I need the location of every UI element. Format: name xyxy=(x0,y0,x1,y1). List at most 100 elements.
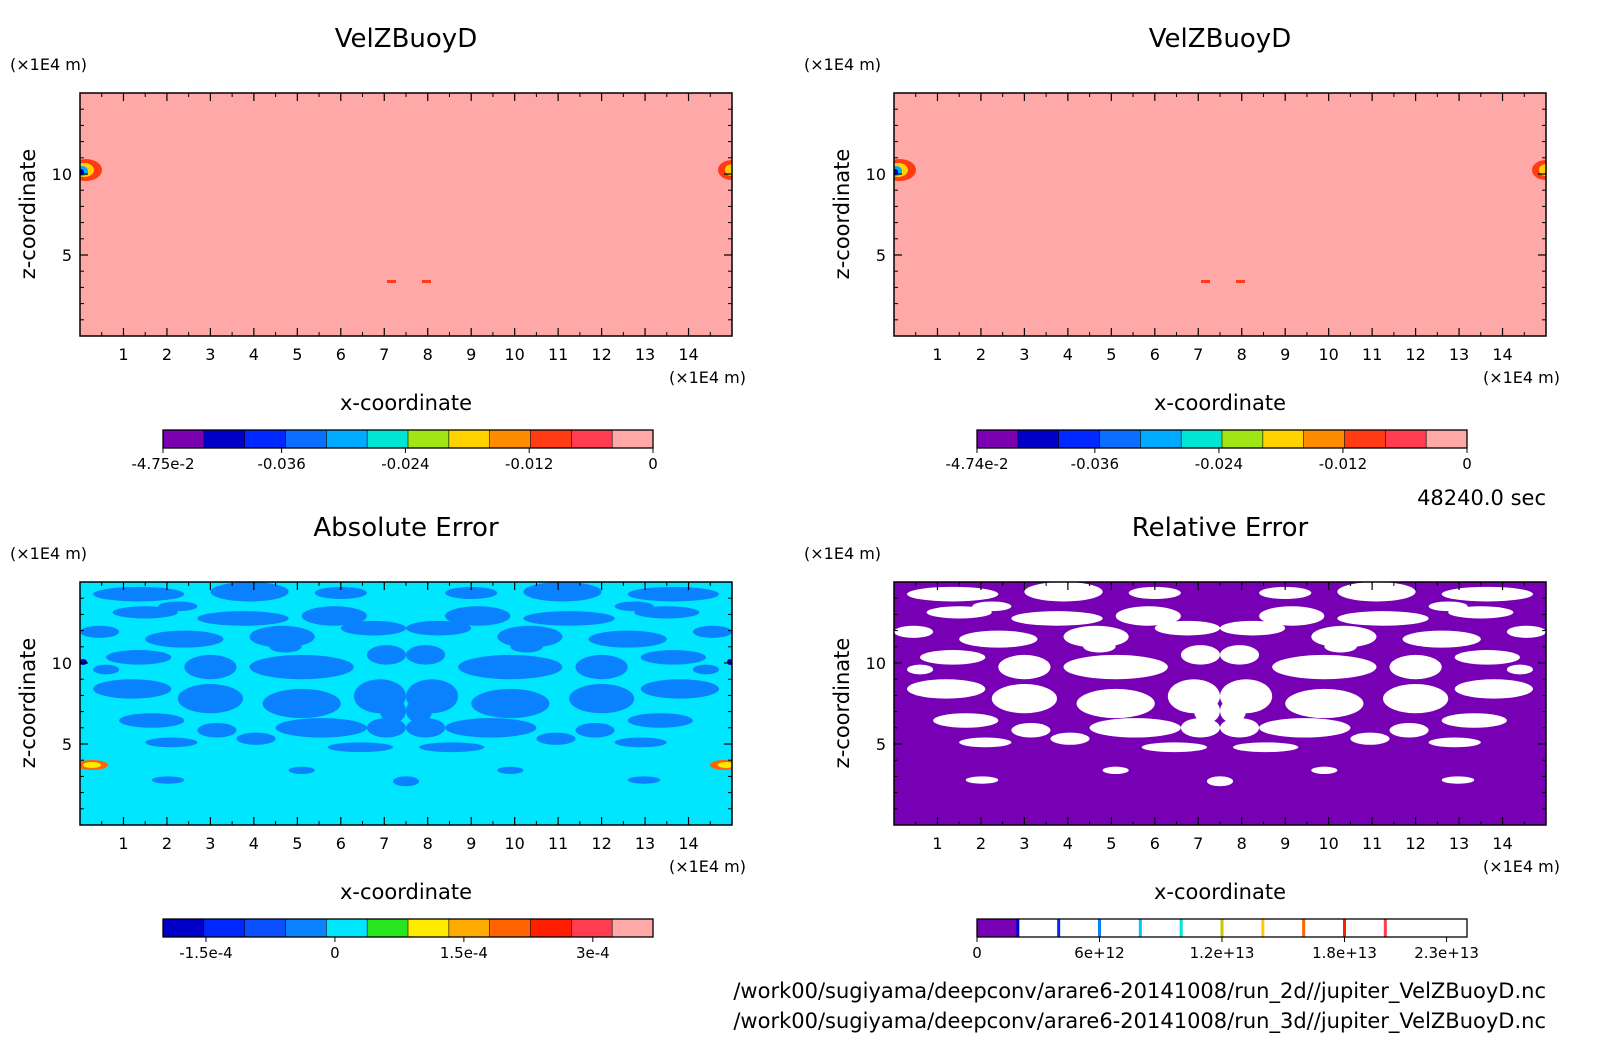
x-tick-label: 13 xyxy=(635,345,655,364)
error-region xyxy=(1428,737,1481,748)
error-region xyxy=(406,645,446,665)
colorbar-tick-label: 1.5e-4 xyxy=(440,944,488,962)
colorbar-tick-label: 0 xyxy=(972,944,982,962)
x-tick-label: 5 xyxy=(1106,345,1116,364)
error-region xyxy=(1441,586,1533,602)
colorbar-swatch xyxy=(1303,430,1345,448)
x-tick-label: 8 xyxy=(1237,345,1247,364)
error-region xyxy=(1076,688,1155,719)
panel-title: VelZBuoyD xyxy=(1149,24,1291,54)
x-tick-label: 11 xyxy=(548,345,568,364)
error-region xyxy=(1089,718,1181,738)
colorbar: -4.75e-2 -0.036 -0.024 -0.012 0 xyxy=(132,429,658,473)
colorbar-tick-label: 3e-4 xyxy=(576,944,610,962)
x-axis-unit: (×1E4 m) xyxy=(669,368,746,387)
error-region xyxy=(1311,766,1338,774)
plume-left xyxy=(894,159,916,181)
colorbar: -4.74e-2 -0.036 -0.024 -0.012 0 xyxy=(946,429,1472,473)
edge-feature-left xyxy=(80,659,108,770)
error-region xyxy=(314,586,367,600)
error-region xyxy=(1448,606,1514,619)
colorbar-swatch xyxy=(489,919,531,937)
error-region xyxy=(1115,606,1181,626)
error-region xyxy=(288,766,315,774)
colorbar-swatch xyxy=(1344,430,1386,448)
x-tick-label: 4 xyxy=(1063,345,1073,364)
error-region xyxy=(1063,625,1129,648)
colorbar-level-line xyxy=(1057,919,1061,937)
error-region xyxy=(1180,645,1220,665)
feature-mark xyxy=(387,280,396,283)
colorbar-tick-label: 0 xyxy=(1462,455,1472,473)
x-tick-label: 12 xyxy=(591,345,611,364)
error-region xyxy=(1272,654,1377,680)
error-region xyxy=(536,732,576,745)
error-region xyxy=(1193,698,1220,723)
error-region xyxy=(907,679,986,699)
x-tick-label: 13 xyxy=(1449,834,1469,853)
error-region xyxy=(933,713,999,728)
y-axis-unit: (×1E4 m) xyxy=(804,544,881,563)
error-region xyxy=(197,722,237,738)
error-region xyxy=(93,586,185,602)
plume-right xyxy=(718,160,732,180)
error-region xyxy=(523,611,615,626)
plot-area xyxy=(80,93,732,336)
x-tick-label: 5 xyxy=(1106,834,1116,853)
colorbar-swatch xyxy=(612,919,654,937)
error-region xyxy=(926,606,992,619)
error-region xyxy=(366,718,406,738)
x-tick-label: 11 xyxy=(548,834,568,853)
colorbar-swatch xyxy=(1222,919,1264,937)
error-region xyxy=(692,664,719,675)
colorbar-swatch xyxy=(163,430,205,448)
x-tick-label: 11 xyxy=(1362,834,1382,853)
error-region xyxy=(1220,698,1247,723)
colorbar-swatch xyxy=(203,430,246,448)
x-tick-label: 9 xyxy=(466,345,476,364)
error-region xyxy=(497,766,524,774)
feature-mark xyxy=(1236,280,1245,283)
error-region xyxy=(1083,640,1116,653)
error-region xyxy=(1337,582,1416,602)
colorbar-swatch xyxy=(1385,919,1427,937)
error-region xyxy=(236,732,276,745)
colorbar-swatch xyxy=(163,919,205,937)
colorbar-tick-label: 0 xyxy=(648,455,658,473)
y-tick-label: 10 xyxy=(866,654,886,673)
panel-velzbuoyd-2d: VelZBuoyD (×1E4 m) 1 2 3 4 5 6 7 8 9 10 11 12 13 1451… xyxy=(10,24,746,473)
colorbar-swatch xyxy=(1303,919,1345,937)
error-patches xyxy=(894,582,1546,787)
x-tick-label: 6 xyxy=(336,345,346,364)
error-region xyxy=(1259,606,1325,626)
error-region xyxy=(210,582,289,602)
y-tick-label: 5 xyxy=(62,735,72,754)
x-tick-label: 12 xyxy=(1405,834,1425,853)
colorbar-swatch xyxy=(1140,430,1182,448)
error-region xyxy=(1141,742,1207,753)
colorbar-swatch xyxy=(203,919,246,937)
error-region xyxy=(627,776,661,784)
x-tick-label: 1 xyxy=(118,345,128,364)
x-tick-label: 3 xyxy=(1019,834,1029,853)
error-region xyxy=(640,679,719,699)
x-tick-label: 6 xyxy=(1150,834,1160,853)
colorbar-swatch xyxy=(1058,919,1100,937)
colorbar-swatch xyxy=(530,430,572,448)
x-tick-label: 10 xyxy=(1318,345,1338,364)
error-region xyxy=(920,650,986,665)
plume-left xyxy=(80,159,102,181)
error-region xyxy=(93,664,120,675)
colorbar-tick-label: -1.5e-4 xyxy=(179,944,232,962)
error-region xyxy=(575,722,615,738)
colorbar: -1.5e-4 0 1.5e-4 3e-4 xyxy=(162,918,654,962)
x-axis-unit: (×1E4 m) xyxy=(669,857,746,876)
colorbar-level-line xyxy=(1179,919,1183,937)
error-region xyxy=(1154,620,1220,636)
error-region xyxy=(1011,722,1051,738)
y-tick-label: 10 xyxy=(52,654,72,673)
colorbar-tick-label: 2.3e+13 xyxy=(1414,944,1479,962)
